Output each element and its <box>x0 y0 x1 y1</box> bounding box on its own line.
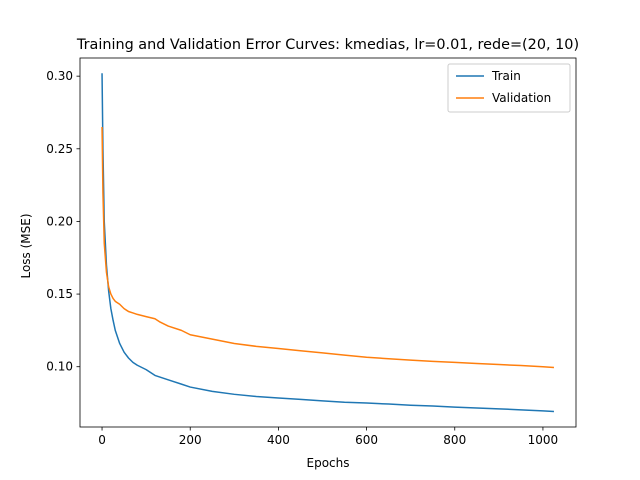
series-line-train <box>101 73 555 413</box>
x-tick-label: 1000 <box>528 433 559 447</box>
x-tick-label: 600 <box>355 433 378 447</box>
y-tick-label: 0.25 <box>46 142 73 156</box>
x-tick-label: 400 <box>267 433 290 447</box>
series-line-validation <box>101 126 555 369</box>
y-tick-label: 0.20 <box>46 214 73 228</box>
y-tick-label: 0.30 <box>46 69 73 83</box>
x-tick-label: 200 <box>179 433 202 447</box>
plot-frame <box>79 57 577 428</box>
chart-title: Training and Validation Error Curves: km… <box>76 37 579 53</box>
legend-label-validation: Validation <box>492 91 551 105</box>
x-tick-label: 0 <box>98 433 106 447</box>
x-axis-title: Epochs <box>307 456 350 470</box>
x-tick-label: 800 <box>443 433 466 447</box>
legend-label-train: Train <box>491 69 521 83</box>
y-tick-label: 0.15 <box>46 287 73 301</box>
y-axis-title: Loss (MSE) <box>19 213 33 278</box>
y-tick-label: 0.10 <box>46 360 73 374</box>
